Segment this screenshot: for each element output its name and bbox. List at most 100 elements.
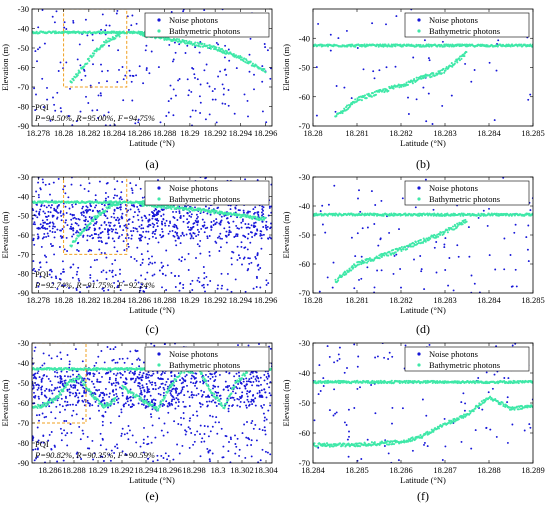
noise-photon	[51, 231, 54, 233]
noise-photon	[221, 284, 224, 287]
noise-photon	[86, 286, 88, 289]
noise-photon	[92, 224, 95, 227]
noise-photon	[210, 226, 213, 229]
noise-photon	[190, 235, 193, 238]
bathymetric-photon	[241, 215, 244, 218]
noise-photon	[107, 233, 110, 236]
noise-photon	[431, 123, 434, 125]
noise-photon	[232, 390, 234, 393]
noise-photon	[149, 381, 152, 384]
bathymetric-photon	[404, 246, 407, 249]
noise-photon	[69, 403, 72, 406]
noise-photon	[183, 394, 186, 397]
noise-photon	[116, 250, 119, 253]
noise-photon	[163, 388, 166, 391]
bathymetric-photon	[92, 54, 95, 57]
noise-photon	[121, 233, 123, 236]
bathymetric-photon	[244, 61, 247, 64]
noise-photon	[170, 393, 173, 396]
noise-photon	[135, 259, 138, 262]
noise-photon	[329, 49, 332, 52]
noise-photon	[145, 377, 148, 379]
noise-photon	[254, 225, 257, 228]
noise-photon	[89, 84, 92, 87]
bathymetric-photon	[241, 58, 244, 61]
noise-photon	[136, 214, 139, 217]
noise-photon	[366, 266, 369, 269]
bathymetric-photon	[437, 235, 440, 238]
noise-photon	[103, 393, 106, 396]
noise-photon	[260, 247, 263, 250]
bathymetric-photon	[363, 94, 367, 97]
noise-photon	[256, 384, 258, 387]
noise-photon	[53, 370, 56, 373]
noise-photon	[35, 384, 38, 386]
x-tick-label: 18.28	[54, 295, 73, 305]
bathymetric-photon	[86, 62, 89, 65]
bathymetric-photon	[246, 214, 249, 217]
noise-photon	[129, 208, 132, 211]
noise-photon	[49, 243, 52, 245]
noise-photon	[183, 379, 186, 382]
bathymetric-photon	[520, 43, 523, 46]
noise-photon	[138, 65, 141, 68]
noise-photon	[44, 212, 46, 215]
noise-photon	[199, 424, 202, 427]
noise-photon	[137, 208, 140, 211]
noise-photon	[39, 188, 42, 191]
noise-photon	[147, 225, 150, 228]
noise-photon	[143, 426, 145, 429]
noise-photon	[190, 90, 193, 93]
noise-photon	[186, 218, 189, 221]
noise-photon	[488, 61, 491, 64]
noise-photon	[47, 439, 50, 442]
noise-photon	[83, 404, 86, 407]
bathymetric-photon	[447, 43, 450, 46]
noise-photon	[186, 212, 189, 214]
noise-photon	[140, 236, 143, 239]
bathymetric-photon	[402, 85, 405, 88]
noise-photon	[251, 420, 254, 422]
bathymetric-photon	[190, 41, 193, 44]
noise-photon	[206, 226, 209, 229]
noise-photon	[236, 235, 239, 237]
bathymetric-photon	[387, 89, 390, 92]
noise-photon	[247, 257, 250, 260]
noise-photon	[145, 406, 148, 408]
noise-photon	[146, 391, 149, 394]
bathymetric-photon	[207, 46, 210, 49]
noise-photon	[32, 237, 35, 240]
noise-photon	[392, 272, 395, 275]
noise-photon	[232, 396, 235, 399]
noise-photon	[114, 384, 117, 387]
noise-photon	[249, 241, 252, 244]
noise-photon	[94, 222, 96, 225]
noise-photon	[41, 77, 44, 80]
noise-photon	[159, 121, 162, 124]
noise-photon	[71, 403, 74, 406]
noise-photon	[41, 377, 44, 380]
noise-photon	[40, 393, 43, 396]
noise-photon	[332, 261, 335, 264]
noise-photon	[54, 275, 57, 278]
noise-photon	[244, 246, 247, 249]
noise-photon	[63, 284, 66, 287]
bathymetric-photon	[213, 212, 216, 215]
noise-photon	[120, 191, 123, 194]
bathymetric-photon	[421, 214, 424, 217]
noise-photon	[75, 231, 78, 234]
bathymetric-photon	[461, 223, 464, 226]
noise-photon	[108, 395, 111, 398]
noise-photon	[266, 49, 269, 52]
noise-photon	[250, 400, 253, 403]
noise-photon	[196, 215, 199, 218]
noise-photon	[319, 210, 322, 213]
noise-photon	[237, 344, 239, 347]
noise-photon	[112, 196, 115, 199]
bathymetric-photon	[184, 42, 187, 45]
bathymetric-photon	[375, 213, 378, 216]
noise-photon	[121, 217, 124, 220]
noise-photon	[188, 89, 191, 92]
noise-photon	[198, 245, 201, 248]
noise-photon	[84, 18, 87, 21]
